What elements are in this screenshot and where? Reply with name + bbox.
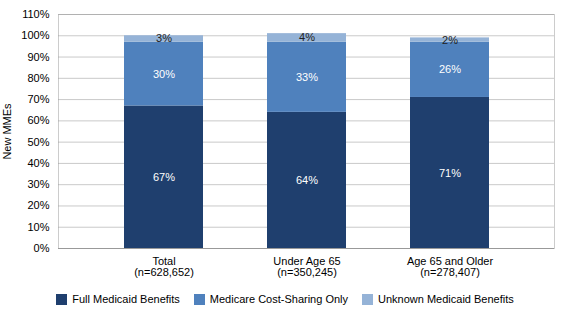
svg-text:Under Age 65(n=350,245): Under Age 65(n=350,245) bbox=[273, 255, 340, 278]
svg-text:100%: 100% bbox=[21, 29, 49, 41]
svg-text:67%: 67% bbox=[153, 171, 175, 183]
html-text:Full Medicaid Benefits: Full Medicaid Benefits bbox=[72, 293, 180, 305]
svg-text:Age 65 and Older(n=278,407): Age 65 and Older(n=278,407) bbox=[407, 255, 494, 278]
svg-text:90%: 90% bbox=[27, 51, 49, 63]
svg-text:110%: 110% bbox=[22, 8, 50, 20]
svg-text:33%: 33% bbox=[296, 71, 318, 83]
svg-text:0%: 0% bbox=[34, 242, 50, 254]
svg-text:64%: 64% bbox=[296, 174, 318, 186]
svg-text:3%: 3% bbox=[156, 32, 172, 44]
svg-text:10%: 10% bbox=[27, 221, 49, 233]
html-text:Medicare Cost-Sharing Only: Medicare Cost-Sharing Only bbox=[209, 293, 348, 305]
svg-text:20%: 20% bbox=[27, 199, 49, 211]
svg-text:2%: 2% bbox=[442, 34, 458, 46]
svg-text:80%: 80% bbox=[27, 72, 49, 84]
svg-text:60%: 60% bbox=[27, 114, 49, 126]
svg-text:Total(n=628,652): Total(n=628,652) bbox=[134, 255, 194, 278]
svg-text:71%: 71% bbox=[439, 167, 461, 179]
svg-text:70%: 70% bbox=[27, 93, 49, 105]
svg-text:26%: 26% bbox=[439, 63, 461, 75]
svg-text:New MMEs: New MMEs bbox=[1, 103, 13, 160]
svg-text:4%: 4% bbox=[299, 31, 315, 43]
svg-text:30%: 30% bbox=[27, 178, 49, 190]
svg-text:40%: 40% bbox=[27, 157, 49, 169]
svg-text:50%: 50% bbox=[27, 136, 49, 148]
html-text:Unknown Medicaid Benefits: Unknown Medicaid Benefits bbox=[378, 293, 514, 305]
svg-text:30%: 30% bbox=[153, 68, 175, 80]
